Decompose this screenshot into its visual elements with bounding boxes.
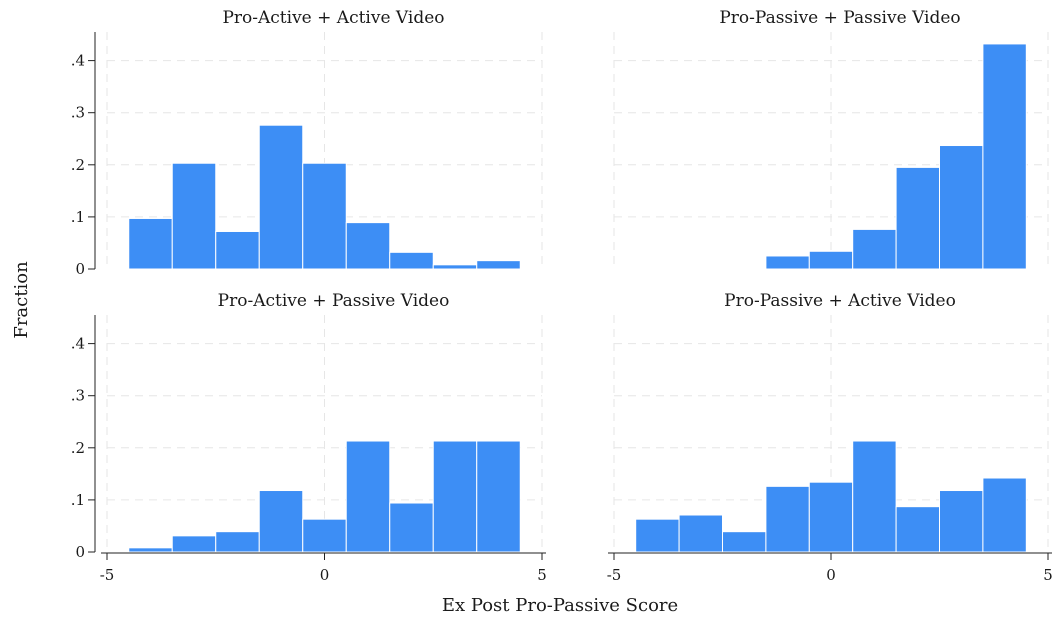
histogram-bar <box>982 477 1027 553</box>
histogram-bar <box>302 162 347 270</box>
y-tick-label: 0 <box>75 543 85 561</box>
histogram-bar <box>171 162 217 270</box>
x-tick-label: 0 <box>826 566 836 584</box>
y-tick-label: .3 <box>71 387 85 405</box>
histogram-bar <box>389 251 434 270</box>
y-tick-label: .4 <box>71 335 85 353</box>
panel-1: Pro-Active + Active Video 0 .1 .2 .3 .4 <box>71 8 543 278</box>
histogram-bar <box>895 506 940 553</box>
histogram-bar <box>432 264 478 270</box>
y-axis-title: Fraction <box>11 261 32 339</box>
histogram-bar <box>895 166 940 270</box>
panel-4: Pro-Passive + Active Video -5 0 5 <box>607 291 1053 584</box>
histogram-bar <box>476 260 521 270</box>
histogram-bar <box>765 255 810 270</box>
x-tick-label: 5 <box>1043 566 1053 584</box>
histogram-bar <box>345 222 391 270</box>
histogram-bar <box>678 514 723 553</box>
histogram-bar <box>852 440 897 553</box>
y-tick-label: .2 <box>71 156 85 174</box>
panel-3: Pro-Active + Passive Video 0 .1 .2 .3 .4 -5 0 5 <box>71 291 547 584</box>
histogram-bar <box>258 490 304 553</box>
histogram-bar <box>345 440 391 553</box>
panel-title: Pro-Active + Active Video <box>222 8 444 28</box>
histogram-bar <box>302 518 347 553</box>
panel-title: Pro-Passive + Passive Video <box>719 8 960 28</box>
histogram-bar <box>982 43 1027 270</box>
histogram-bar <box>635 518 680 553</box>
y-tick-label: .1 <box>71 491 85 509</box>
histogram-bar <box>128 217 173 270</box>
x-tick-label: -5 <box>100 566 115 584</box>
x-tick-label: 0 <box>320 566 330 584</box>
histogram-bar <box>128 547 173 553</box>
panel-title: Pro-Active + Passive Video <box>218 291 450 311</box>
x-axis-title: Ex Post Pro-Passive Score <box>442 595 678 616</box>
histogram-bar <box>476 440 521 553</box>
histogram-bar <box>171 535 217 553</box>
y-tick-label: 0 <box>75 260 85 278</box>
histogram-bar <box>765 485 810 553</box>
histogram-bar <box>939 145 984 270</box>
histogram-bar <box>215 531 260 553</box>
histogram-bar <box>852 228 897 270</box>
histogram-bar <box>939 490 984 553</box>
panel-title: Pro-Passive + Active Video <box>724 291 956 311</box>
histogram-bar <box>432 440 478 553</box>
histogram-bar <box>808 481 854 553</box>
histogram-bar <box>258 124 304 270</box>
panel-2: Pro-Passive + Passive Video <box>613 8 1049 270</box>
x-tick-label: -5 <box>607 566 622 584</box>
histogram-bar <box>389 502 434 553</box>
y-tick-label: .1 <box>71 208 85 226</box>
y-tick-label: .3 <box>71 104 85 122</box>
x-tick-label: 5 <box>537 566 547 584</box>
y-tick-label: .4 <box>71 52 85 70</box>
histogram-bar <box>722 531 767 553</box>
histogram-bar <box>808 250 854 270</box>
histogram-bar <box>215 230 260 270</box>
panels: Pro-Active + Active Video 0 .1 .2 .3 .4 Pro-Pa… <box>71 8 1053 584</box>
y-tick-label: .2 <box>71 439 85 457</box>
